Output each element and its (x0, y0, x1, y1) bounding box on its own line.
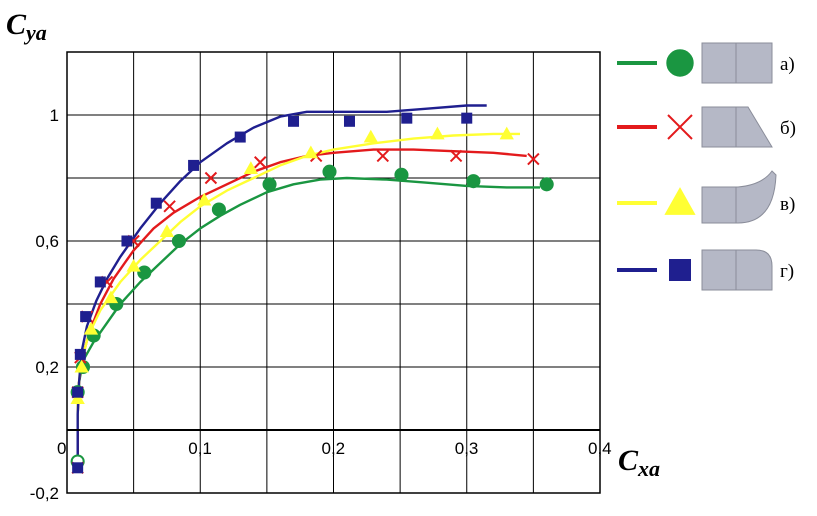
legend-marker-1 (667, 114, 693, 140)
series-3-point-4 (94, 276, 106, 288)
legend-marker-0 (666, 49, 694, 77)
y-axis-title-sub: ya (23, 20, 47, 45)
series-curves (76, 104, 540, 468)
series-3-point-6 (150, 197, 162, 209)
series-3-point-7 (188, 159, 200, 171)
series-1-point-11 (449, 149, 463, 163)
series-1-point-12 (527, 152, 540, 166)
series-3-point-0 (72, 462, 84, 474)
y-axis-title-main: C (6, 8, 27, 41)
series-curve-1 (76, 148, 527, 468)
x-tick-label-4: 0,4 (588, 439, 612, 458)
series-1-point-10 (376, 149, 390, 163)
x-axis-title: Cxa (618, 444, 660, 481)
series-2-point-10 (430, 126, 445, 140)
series-3-point-8 (234, 131, 246, 143)
series-3-point-10 (343, 115, 355, 127)
series-0-point-9 (322, 164, 337, 179)
series-3-point-12 (461, 112, 473, 124)
series-1-point-7 (204, 171, 218, 185)
series-2-point-5 (159, 224, 175, 237)
y-tick-label-1: 0,2 (35, 358, 59, 377)
series-3-point-9 (288, 115, 300, 127)
x-tick-label-3: 0,3 (455, 439, 479, 458)
plot-frame (66, 51, 601, 494)
series-2-point-2 (83, 321, 99, 335)
series-1-point-8 (254, 156, 267, 169)
axes (66, 51, 601, 494)
legend: а) б) в) г) (617, 42, 796, 291)
x-tick-label-1: 0,1 (188, 439, 212, 458)
y-tick-label-3: 1 (50, 106, 59, 125)
series-2-point-9 (363, 129, 378, 143)
legend-marker-2 (664, 187, 696, 215)
y-tick-label-2: 0,6 (35, 232, 59, 251)
series-0-point-10 (394, 167, 409, 182)
y-tick-label-0: -0,2 (30, 484, 59, 503)
series-2-point-1 (74, 359, 89, 373)
legend-label-1: б) (780, 118, 796, 139)
series-0-point-8 (262, 177, 277, 192)
series-2-point-7 (243, 161, 259, 174)
series-0-point-7 (211, 202, 226, 217)
x-tick-label-0: 0 (57, 439, 66, 458)
legend-label-3: г) (780, 261, 794, 282)
series-3-point-5 (121, 235, 133, 247)
tick-labels: 0 0,1 0,2 0,3 0,4 -0,2 0,2 0,6 1 (30, 106, 612, 503)
series-2-point-4 (126, 258, 141, 272)
y-axis-title: Cya (6, 8, 47, 45)
series-1-point-6 (163, 200, 176, 213)
x-axis-title-sub: xa (637, 456, 660, 481)
series-0-point-5 (137, 265, 152, 280)
legend-label-0: а) (780, 54, 795, 75)
series-2-point-3 (103, 290, 119, 304)
series-0-point-11 (466, 174, 481, 189)
series-0-point-12 (539, 177, 554, 192)
legend-shape-1 (701, 106, 773, 148)
series-3-point-1 (72, 386, 84, 398)
series-2-point-11 (499, 126, 514, 140)
legend-shape-3 (701, 249, 773, 291)
series-3-point-3 (80, 311, 92, 323)
series-2-point-6 (197, 192, 212, 206)
legend-shape-0 (701, 42, 773, 84)
series-3-point-11 (401, 112, 413, 124)
legend-marker-3 (669, 259, 691, 281)
series-markers (70, 112, 554, 475)
series-2-point-8 (303, 145, 318, 159)
series-3-point-2 (74, 348, 86, 360)
x-tick-label-2: 0,2 (322, 439, 346, 458)
series-curve-3 (76, 104, 487, 468)
x-axis-title-main: C (618, 444, 639, 477)
legend-label-2: в) (780, 194, 795, 215)
series-curve-0 (76, 176, 540, 462)
series-0-point-6 (171, 233, 186, 249)
legend-shape-2 (701, 170, 777, 224)
